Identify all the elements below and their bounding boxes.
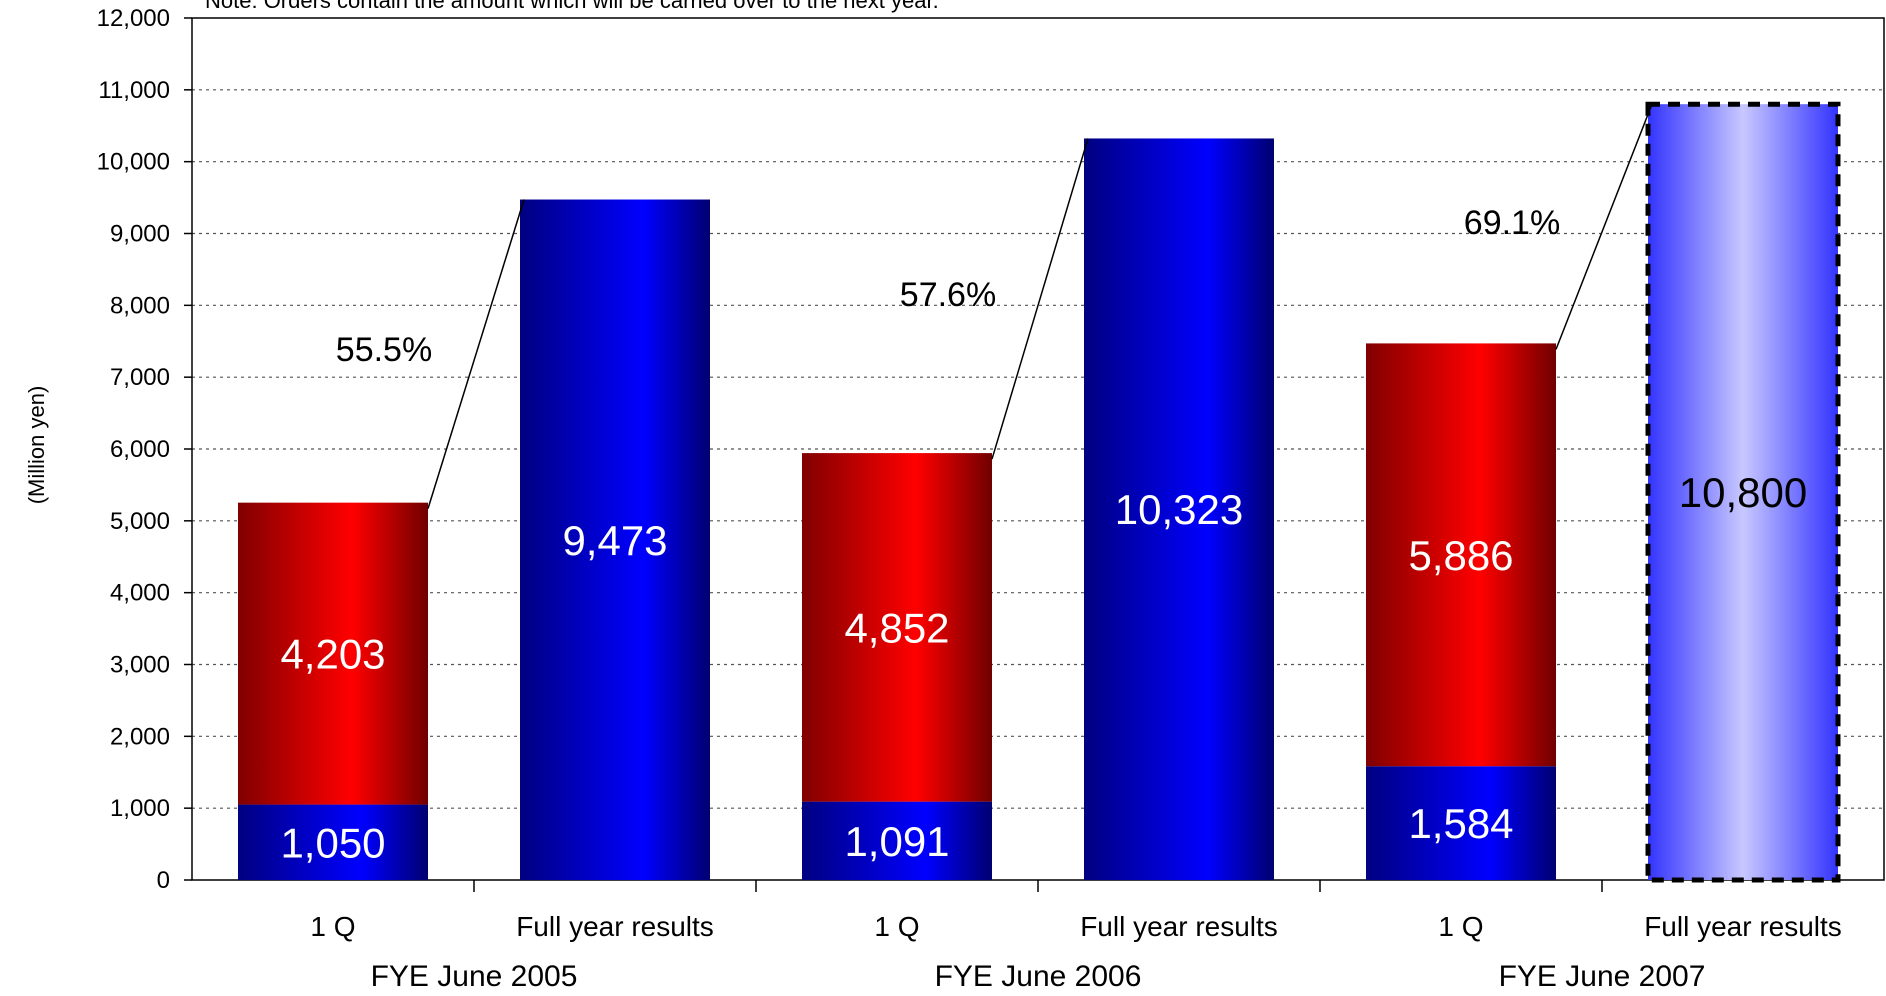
bar-segment (520, 199, 710, 880)
bar-segment (1084, 138, 1274, 881)
x-group-label: FYE June 2007 (1499, 960, 1706, 993)
x-group-label: FYE June 2006 (935, 960, 1142, 993)
connector-line (1555, 103, 1653, 350)
y-tick-label: 2,000 (110, 723, 170, 750)
y-tick-label: 3,000 (110, 652, 170, 679)
y-tick-label: 9,000 (110, 221, 170, 248)
data-label: 4,852 (844, 604, 949, 651)
y-tick-label: 4,000 (110, 580, 170, 607)
data-label: 10,323 (1115, 486, 1243, 533)
labels: 0 1,000 2,000 3,000 4,000 5,000 6,000 7,000 8,00… (97, 5, 1842, 993)
data-label: 9,473 (562, 517, 667, 564)
axes (184, 17, 1885, 892)
bar-segment (238, 804, 428, 880)
ratio-label: 57.6% (900, 276, 996, 314)
data-label: 4,203 (280, 631, 385, 678)
x-category-label: 1 Q (1438, 911, 1483, 942)
bar-segment (1366, 766, 1556, 880)
bar-segment (1366, 343, 1556, 767)
bar-segment (238, 502, 428, 805)
x-category-label: Full year results (1644, 911, 1842, 942)
y-axis-label: (Million yen) (24, 386, 49, 505)
bar-segment (802, 453, 992, 802)
gridlines (192, 89, 1884, 809)
y-tick-label: 7,000 (110, 364, 170, 391)
x-category-label: Full year results (1080, 911, 1278, 942)
data-label: 1,091 (844, 818, 949, 865)
bars (238, 101, 1841, 883)
y-tick-label: 10,000 (97, 149, 170, 176)
chart-note: Note: Orders contain the amount which wi… (205, 0, 939, 13)
y-tick-label: 1,000 (110, 795, 170, 822)
data-label: 1,050 (280, 819, 385, 866)
y-tick-label: 11,000 (98, 77, 170, 104)
y-tick-label: 6,000 (110, 436, 170, 463)
ratio-label: 55.5% (336, 331, 432, 369)
y-tick-label: 8,000 (110, 292, 170, 319)
x-category-label: Full year results (516, 911, 714, 942)
ratio-label: 69.1% (1464, 204, 1560, 242)
bar-segment (1645, 101, 1841, 883)
x-category-label: 1 Q (874, 911, 919, 942)
data-label: 5,886 (1408, 532, 1513, 579)
y-tick-label: 0 (157, 867, 170, 894)
bar-segment (802, 801, 992, 880)
y-tick-label: 5,000 (110, 508, 170, 535)
data-label: 10,800 (1679, 469, 1807, 516)
connector-line (427, 199, 525, 509)
connector-line (991, 138, 1089, 460)
x-group-label: FYE June 2005 (371, 960, 578, 993)
y-tick-label: 12,000 (97, 5, 170, 32)
data-label: 1,584 (1408, 800, 1513, 847)
x-category-label: 1 Q (310, 911, 355, 942)
